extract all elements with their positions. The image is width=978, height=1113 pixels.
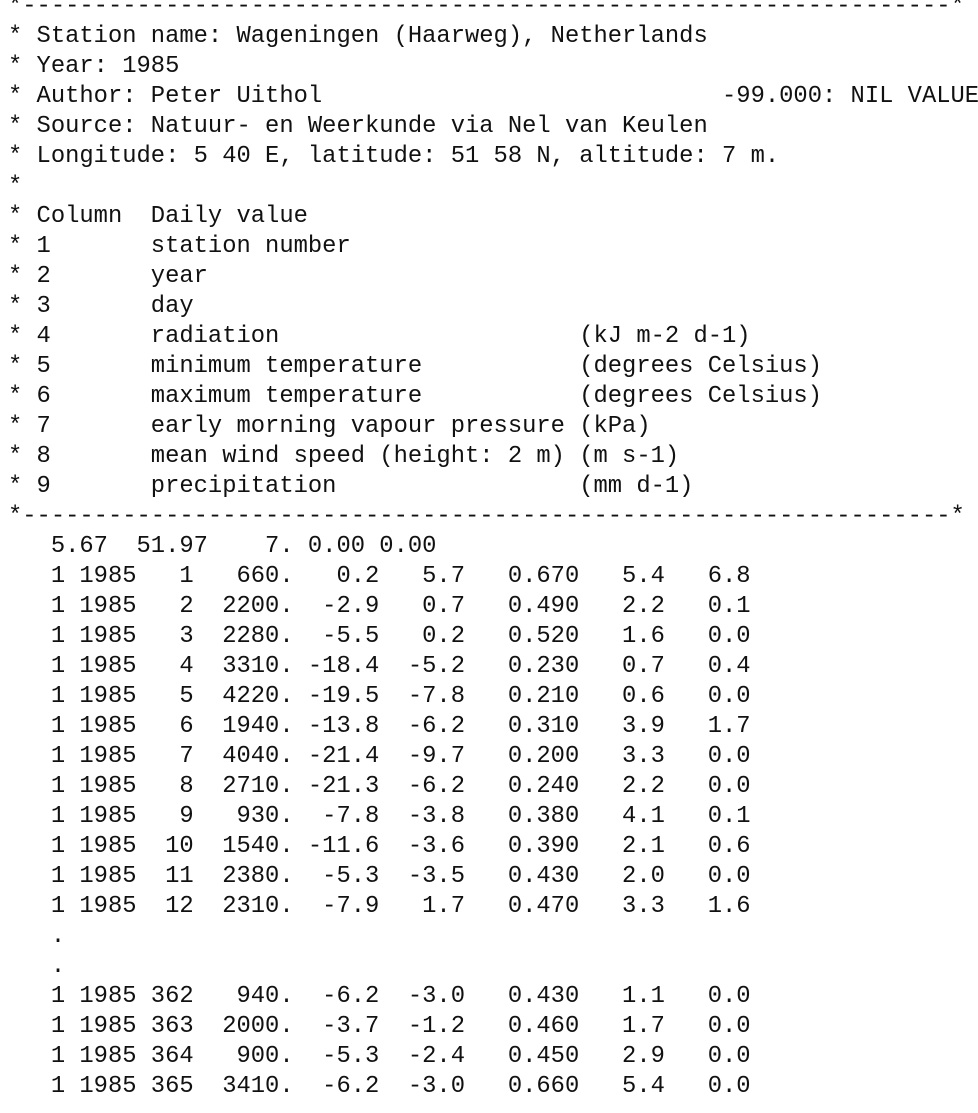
data-row: 1 1985 6 1940. -13.8 -6.2 0.310 3.9 1.7 <box>8 713 751 740</box>
data-row: 1 1985 10 1540. -11.6 -3.6 0.390 2.1 0.6 <box>8 833 751 860</box>
data-row: 1 1985 363 2000. -3.7 -1.2 0.460 1.7 0.0 <box>8 1013 751 1040</box>
data-row: 1 1985 9 930. -7.8 -3.8 0.380 4.1 0.1 <box>8 803 751 830</box>
column-description-line: * 8 mean wind speed (height: 2 m) (m s-1… <box>8 443 680 470</box>
column-description-line: * 9 precipitation (mm d-1) <box>8 473 694 500</box>
data-block: 5.67 51.97 7. 0.00 0.00 1 1985 1 660. 0.… <box>8 532 978 1102</box>
author-line: * Author: Peter Uithol -99.000: NIL VALU… <box>8 83 978 110</box>
column-description-line: * 2 year <box>8 263 208 290</box>
data-row: 1 1985 3 2280. -5.5 0.2 0.520 1.6 0.0 <box>8 623 751 650</box>
ellipsis-row: . <box>8 923 66 950</box>
ellipsis-row: . <box>8 953 66 980</box>
column-header-line: * Column Daily value <box>8 203 308 230</box>
column-description-line: * 5 minimum temperature (degrees Celsius… <box>8 353 822 380</box>
data-row: 1 1985 1 660. 0.2 5.7 0.670 5.4 6.8 <box>8 563 751 590</box>
data-row: 1 1985 2 2200. -2.9 0.7 0.490 2.2 0.1 <box>8 593 751 620</box>
header-separator-bottom: *---------------------------------------… <box>8 503 965 530</box>
data-row: 1 1985 4 3310. -18.4 -5.2 0.230 0.7 0.4 <box>8 653 751 680</box>
column-description-line: * 4 radiation (kJ m-2 d-1) <box>8 323 751 350</box>
file-header: *---------------------------------------… <box>8 0 978 532</box>
data-row: 1 1985 8 2710. -21.3 -6.2 0.240 2.2 0.0 <box>8 773 751 800</box>
data-row: 1 1985 364 900. -5.3 -2.4 0.450 2.9 0.0 <box>8 1043 751 1070</box>
column-description-line: * 1 station number <box>8 233 351 260</box>
data-row: 1 1985 12 2310. -7.9 1.7 0.470 3.3 1.6 <box>8 893 751 920</box>
header-separator-top: *---------------------------------------… <box>8 0 965 20</box>
data-row: 1 1985 362 940. -6.2 -3.0 0.430 1.1 0.0 <box>8 983 751 1010</box>
data-row: 1 1985 5 4220. -19.5 -7.8 0.210 0.6 0.0 <box>8 683 751 710</box>
station-name-line: * Station name: Wageningen (Haarweg), Ne… <box>8 23 708 50</box>
year-line: * Year: 1985 <box>8 53 180 80</box>
location-line: * Longitude: 5 40 E, latitude: 51 58 N, … <box>8 143 780 170</box>
location-parameters-row: 5.67 51.97 7. 0.00 0.00 <box>8 533 437 560</box>
weather-data-file: *---------------------------------------… <box>8 0 978 1102</box>
blank-comment-line: * <box>8 173 23 200</box>
column-description-line: * 6 maximum temperature (degrees Celsius… <box>8 383 822 410</box>
data-row: 1 1985 365 3410. -6.2 -3.0 0.660 5.4 0.0 <box>8 1073 751 1100</box>
source-line: * Source: Natuur- en Weerkunde via Nel v… <box>8 113 708 140</box>
column-description-line: * 7 early morning vapour pressure (kPa) <box>8 413 651 440</box>
column-description-line: * 3 day <box>8 293 194 320</box>
data-row: 1 1985 11 2380. -5.3 -3.5 0.430 2.0 0.0 <box>8 863 751 890</box>
data-row: 1 1985 7 4040. -21.4 -9.7 0.200 3.3 0.0 <box>8 743 751 770</box>
